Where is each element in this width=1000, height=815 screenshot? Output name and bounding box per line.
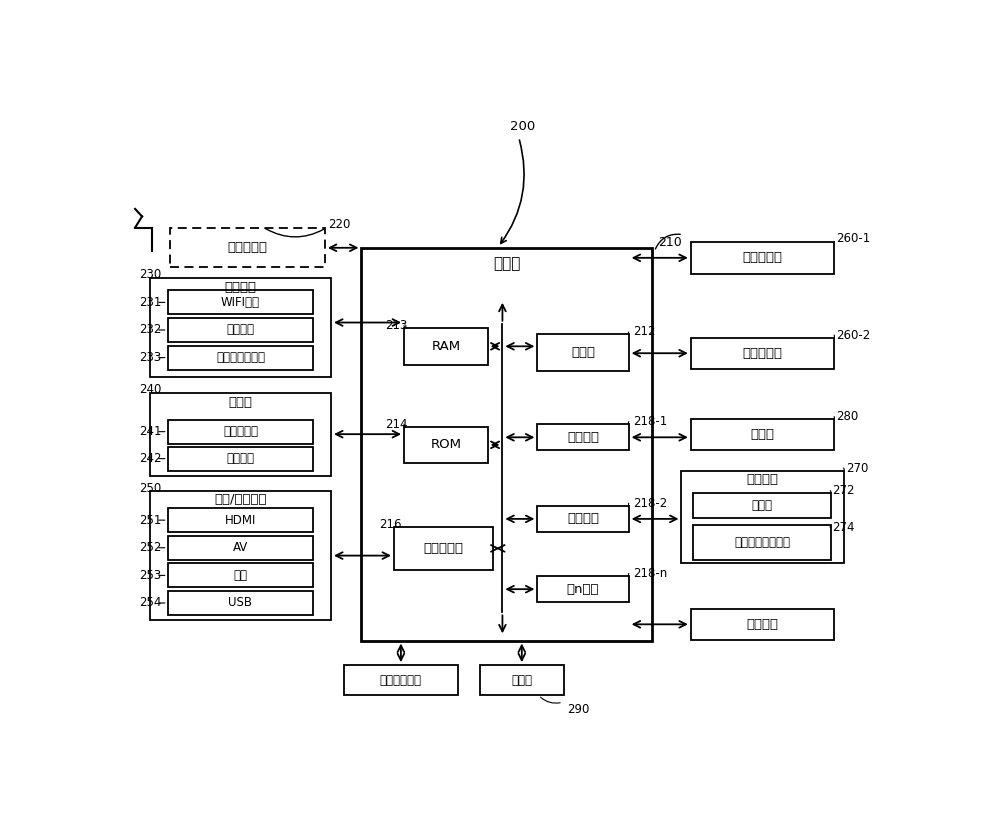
Text: 241: 241 (139, 425, 161, 438)
Bar (537, 424, 629, 451)
Text: 240: 240 (139, 383, 161, 396)
Text: 检测器: 检测器 (228, 395, 252, 408)
Text: RAM: RAM (431, 340, 460, 353)
Bar (361, 249, 652, 641)
Text: 分量: 分量 (233, 569, 247, 582)
Text: 251: 251 (139, 513, 161, 526)
Text: 通信接口: 通信接口 (224, 281, 256, 294)
Text: 274: 274 (833, 521, 855, 534)
Text: 250: 250 (139, 482, 161, 495)
Bar (394, 527, 493, 570)
Bar (537, 505, 629, 532)
Text: 218-2: 218-2 (633, 496, 667, 509)
Bar (168, 346, 313, 369)
Bar (537, 576, 629, 602)
Bar (168, 318, 313, 342)
Text: 216: 216 (379, 518, 402, 531)
Text: 蓝牙模块: 蓝牙模块 (226, 324, 254, 337)
Text: 260-1: 260-1 (836, 232, 871, 245)
Bar (168, 563, 313, 588)
Text: 显示器: 显示器 (750, 429, 774, 441)
Bar (168, 420, 313, 443)
Bar (150, 491, 331, 620)
Bar (404, 426, 488, 463)
Bar (480, 665, 564, 695)
Text: 图形处理器: 图形处理器 (424, 542, 464, 555)
Text: 输入/输出接口: 输入/输出接口 (214, 493, 267, 506)
Text: 音频输出: 音频输出 (747, 473, 779, 486)
Text: 218-1: 218-1 (633, 415, 667, 428)
Bar (168, 591, 313, 615)
Text: 231: 231 (139, 296, 161, 309)
Text: 第n接口: 第n接口 (567, 583, 599, 596)
Bar (170, 228, 325, 267)
Text: 处理器: 处理器 (571, 346, 595, 359)
Bar (681, 470, 844, 563)
Text: 光接收器: 光接收器 (226, 452, 254, 465)
Text: 242: 242 (139, 452, 161, 465)
Text: 220: 220 (328, 218, 350, 231)
Bar (168, 509, 313, 532)
Bar (691, 242, 834, 274)
Text: 214: 214 (385, 417, 407, 430)
Text: 音频处理器: 音频处理器 (742, 346, 782, 359)
Text: 233: 233 (139, 351, 161, 364)
Text: 254: 254 (139, 597, 161, 610)
Text: 供电电源: 供电电源 (746, 618, 778, 631)
Text: 252: 252 (139, 541, 161, 554)
Text: 272: 272 (833, 484, 855, 497)
Text: 调谐解调器: 调谐解调器 (227, 241, 267, 254)
Text: 有线以太网模块: 有线以太网模块 (216, 351, 265, 364)
Text: 212: 212 (633, 325, 655, 338)
Text: 外接音响输出端子: 外接音响输出端子 (734, 536, 790, 549)
Text: 290: 290 (567, 703, 589, 716)
Text: ROM: ROM (430, 438, 461, 452)
Text: 218-n: 218-n (633, 567, 667, 580)
Text: 存储器: 存储器 (511, 674, 532, 687)
Text: 第二接口: 第二接口 (567, 513, 599, 526)
Bar (404, 328, 488, 364)
Text: 232: 232 (139, 324, 161, 337)
Text: HDMI: HDMI (225, 513, 256, 526)
Text: 280: 280 (836, 410, 859, 423)
Bar (693, 525, 831, 560)
Bar (168, 535, 313, 560)
Bar (168, 290, 313, 315)
Bar (693, 493, 831, 518)
Bar (344, 665, 458, 695)
Bar (168, 447, 313, 470)
Text: 270: 270 (846, 461, 868, 474)
Text: 200: 200 (510, 120, 535, 133)
Text: 用户输入接口: 用户输入接口 (380, 674, 422, 687)
Text: 210: 210 (658, 236, 682, 249)
Text: 260-2: 260-2 (836, 328, 871, 341)
Bar (150, 393, 331, 476)
Text: 视频处理器: 视频处理器 (742, 251, 782, 264)
Bar (691, 419, 834, 451)
Text: 第一接口: 第一接口 (567, 431, 599, 444)
Text: AV: AV (233, 541, 248, 554)
Text: 213: 213 (385, 319, 407, 332)
Bar (691, 337, 834, 369)
Text: 230: 230 (139, 268, 161, 281)
Text: 253: 253 (139, 569, 161, 582)
Text: 图像采集器: 图像采集器 (223, 425, 258, 438)
Text: WIFI模块: WIFI模块 (221, 296, 260, 309)
Bar (537, 334, 629, 371)
Text: 扬声器: 扬声器 (752, 500, 773, 512)
Bar (691, 609, 834, 640)
Text: 控制器: 控制器 (493, 257, 520, 271)
Text: USB: USB (228, 597, 252, 610)
Bar (150, 278, 331, 377)
